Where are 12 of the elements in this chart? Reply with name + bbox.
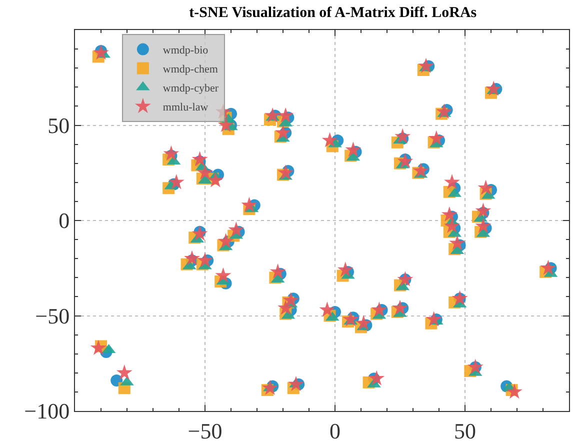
legend-label: wmdp-bio	[162, 44, 209, 57]
legend-label: wmdp-chem	[162, 64, 218, 76]
x-tick-label: 0	[330, 418, 340, 444]
y-tick-label: 50	[48, 112, 70, 138]
chart-title: t-SNE Visualization of A-Matrix Diff. LoRAs	[189, 5, 477, 22]
x-tick-label: −50	[188, 418, 222, 444]
y-tick-label: 0	[58, 208, 70, 234]
y-tick-label: −100	[24, 398, 70, 424]
legend-label: mmlu-law	[162, 102, 208, 114]
x-tick-label: 50	[454, 418, 476, 444]
legend-label: wmdp-cyber	[162, 82, 219, 95]
y-tick-label: −50	[35, 303, 70, 328]
